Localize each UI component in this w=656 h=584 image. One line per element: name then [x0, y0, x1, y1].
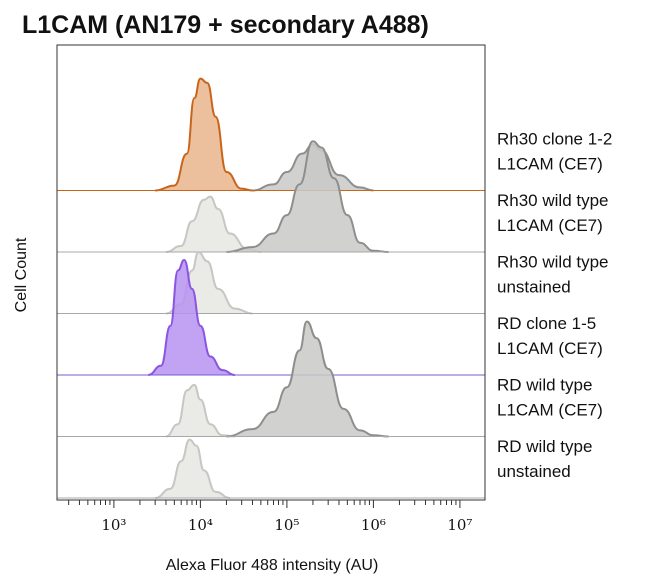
x-tick-label: 10⁷ — [447, 516, 472, 534]
x-tick-label: 10⁵ — [274, 516, 299, 534]
density-fill — [226, 141, 389, 252]
row-label: Rh30 wild type — [497, 191, 609, 210]
row-label: RD wild type — [497, 376, 592, 395]
x-tick-label: 10³ — [101, 516, 126, 534]
density-curve — [148, 258, 235, 376]
chart-title: L1CAM (AN179 + secondary A488) — [22, 11, 429, 39]
x-tick-label: 10⁶ — [361, 516, 386, 534]
density-fill — [165, 196, 261, 252]
row-label: RD clone 1-5 — [497, 314, 596, 333]
row-label: unstained — [497, 278, 571, 297]
x-tick-label: 10⁴ — [188, 516, 213, 534]
y-axis-label: Cell Count — [13, 237, 30, 312]
density-fill — [155, 439, 231, 498]
density-fill — [226, 321, 389, 437]
row-label: L1CAM (CE7) — [497, 155, 603, 174]
row-label: Rh30 wild type — [497, 253, 609, 272]
density-fill — [148, 259, 235, 375]
density-curve — [165, 195, 261, 253]
row-label: Rh30 clone 1-2 — [497, 130, 612, 149]
row-label: unstained — [497, 462, 571, 481]
density-curve — [226, 320, 389, 438]
density-curve — [155, 77, 253, 192]
density-fill — [155, 78, 253, 191]
density-curve — [226, 140, 389, 253]
row-label: L1CAM (CE7) — [497, 216, 603, 235]
plot-area — [57, 77, 485, 499]
row-label: L1CAM (CE7) — [497, 339, 603, 358]
x-axis-label: Alexa Fluor 488 intensity (AU) — [166, 557, 379, 574]
row-label: RD wild type — [497, 437, 592, 456]
row-label: L1CAM (CE7) — [497, 401, 603, 420]
density-curve — [155, 438, 231, 499]
density-curve — [165, 383, 235, 438]
plot-frame — [56, 44, 486, 501]
density-fill — [165, 384, 235, 437]
